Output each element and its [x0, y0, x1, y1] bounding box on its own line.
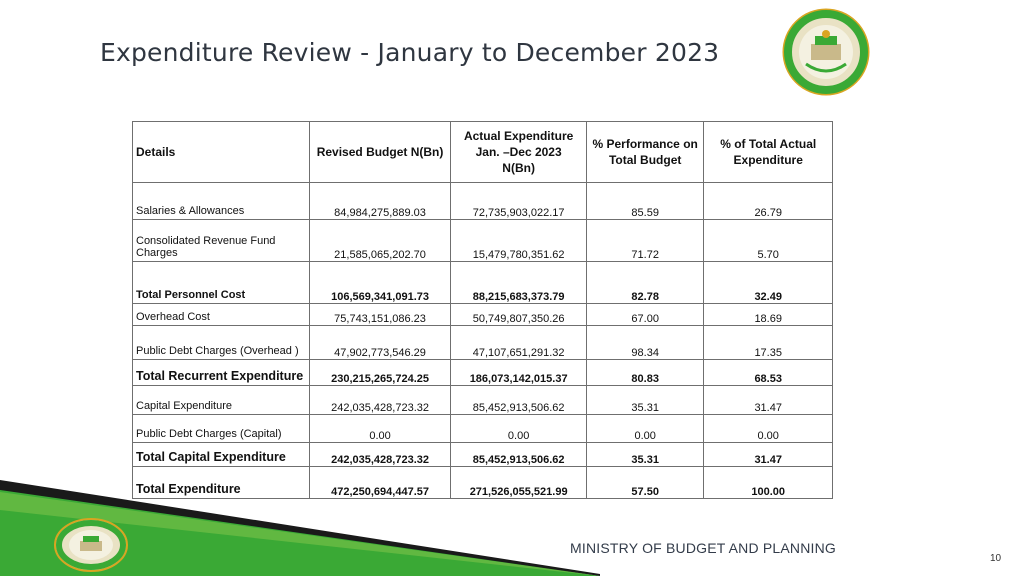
header-actual-line-1: Actual Expenditure	[463, 129, 574, 143]
row-budget: 242,035,428,723.32	[308, 385, 452, 415]
row-share: 68.53	[703, 359, 833, 386]
row-actual: 72,735,903,022.17	[450, 182, 587, 220]
row-performance: 35.31	[585, 385, 705, 415]
header-performance: % Performance on Total Budget	[585, 121, 705, 183]
header-actual-expenditure: Actual Expenditure Jan. –Dec 2023 N(Bn)	[450, 121, 587, 183]
row-share: 17.35	[703, 325, 833, 360]
expenditure-table: Details Revised Budget N(Bn) Actual Expe…	[132, 121, 833, 499]
table-row: Overhead Cost 75,743,151,086.23 50,749,8…	[132, 303, 833, 326]
header-revised-budget: Revised Budget N(Bn)	[308, 121, 452, 183]
page-number: 10	[990, 553, 1002, 564]
header-actual-line-3: N(Bn)	[502, 161, 535, 175]
row-details: Total Expenditure	[132, 466, 310, 499]
row-budget: 242,035,428,723.32	[308, 442, 452, 467]
row-budget: 106,569,341,091.73	[308, 261, 452, 304]
row-performance: 80.83	[585, 359, 705, 386]
row-actual: 88,215,683,373.79	[450, 261, 587, 304]
row-actual: 0.00	[450, 414, 587, 443]
row-actual: 15,479,780,351.62	[450, 219, 587, 262]
row-budget: 0.00	[308, 414, 452, 443]
row-performance: 71.72	[585, 219, 705, 262]
header-share-line-1: % of Total Actual	[720, 137, 817, 151]
table-row: Capital Expenditure 242,035,428,723.32 8…	[132, 385, 833, 415]
header-performance-line-2: Total Budget	[608, 153, 682, 167]
table-row: Public Debt Charges (Capital) 0.00 0.00 …	[132, 414, 833, 443]
row-details: Capital Expenditure	[132, 385, 310, 415]
row-performance: 82.78	[585, 261, 705, 304]
row-performance: 0.00	[585, 414, 705, 443]
row-budget: 230,215,265,724.25	[308, 359, 452, 386]
row-share: 32.49	[703, 261, 833, 304]
header-performance-line-1: % Performance on	[592, 137, 698, 151]
row-share: 31.47	[703, 385, 833, 415]
row-budget: 84,984,275,889.03	[308, 182, 452, 220]
header-details: Details	[132, 121, 310, 183]
row-share: 26.79	[703, 182, 833, 220]
table-header-row: Details Revised Budget N(Bn) Actual Expe…	[132, 121, 833, 183]
row-budget: 472,250,694,447.57	[308, 466, 452, 499]
header-actual-line-2: Jan. –Dec 2023	[475, 145, 562, 159]
table-row-total: Total Capital Expenditure 242,035,428,72…	[132, 442, 833, 467]
ogun-state-seal-icon	[782, 8, 870, 96]
decorative-swoosh	[0, 480, 600, 576]
row-details: Overhead Cost	[132, 303, 310, 326]
row-actual: 186,073,142,015.37	[450, 359, 587, 386]
ogun-state-seal-small-icon	[54, 518, 128, 572]
row-actual: 271,526,055,521.99	[450, 466, 587, 499]
row-actual: 85,452,913,506.62	[450, 442, 587, 467]
slide-title: Expenditure Review - January to December…	[100, 38, 720, 67]
row-actual: 50,749,807,350.26	[450, 303, 587, 326]
table-row: Consolidated Revenue Fund Charges 21,585…	[132, 219, 833, 262]
row-details: Public Debt Charges (Capital)	[132, 414, 310, 443]
table-row-total: Total Personnel Cost 106,569,341,091.73 …	[132, 261, 833, 304]
row-share: 18.69	[703, 303, 833, 326]
row-details: Total Recurrent Expenditure	[132, 359, 310, 386]
row-performance: 57.50	[585, 466, 705, 499]
table-row-total: Total Expenditure 472,250,694,447.57 271…	[132, 466, 833, 499]
row-details-line-2: Charges	[136, 247, 178, 259]
row-share: 0.00	[703, 414, 833, 443]
row-details: Consolidated Revenue Fund Charges	[132, 219, 310, 262]
row-details: Total Personnel Cost	[132, 261, 310, 304]
row-share: 100.00	[703, 466, 833, 499]
row-share: 31.47	[703, 442, 833, 467]
header-share-line-2: Expenditure	[733, 153, 803, 167]
row-details: Total Capital Expenditure	[132, 442, 310, 467]
row-performance: 67.00	[585, 303, 705, 326]
table-row: Salaries & Allowances 84,984,275,889.03 …	[132, 182, 833, 220]
table-row-total: Total Recurrent Expenditure 230,215,265,…	[132, 359, 833, 386]
row-performance: 98.34	[585, 325, 705, 360]
row-actual: 85,452,913,506.62	[450, 385, 587, 415]
row-actual: 47,107,651,291.32	[450, 325, 587, 360]
footer-ministry: MINISTRY OF BUDGET AND PLANNING	[570, 540, 837, 556]
row-share: 5.70	[703, 219, 833, 262]
table-row: Public Debt Charges (Overhead ) 47,902,7…	[132, 325, 833, 360]
row-budget: 21,585,065,202.70	[308, 219, 452, 262]
row-performance: 85.59	[585, 182, 705, 220]
row-budget: 75,743,151,086.23	[308, 303, 452, 326]
row-details-line-1: Consolidated Revenue Fund	[136, 235, 276, 247]
row-details: Public Debt Charges (Overhead )	[132, 325, 310, 360]
row-budget: 47,902,773,546.29	[308, 325, 452, 360]
row-performance: 35.31	[585, 442, 705, 467]
header-share: % of Total Actual Expenditure	[703, 121, 833, 183]
row-details: Salaries & Allowances	[132, 182, 310, 220]
